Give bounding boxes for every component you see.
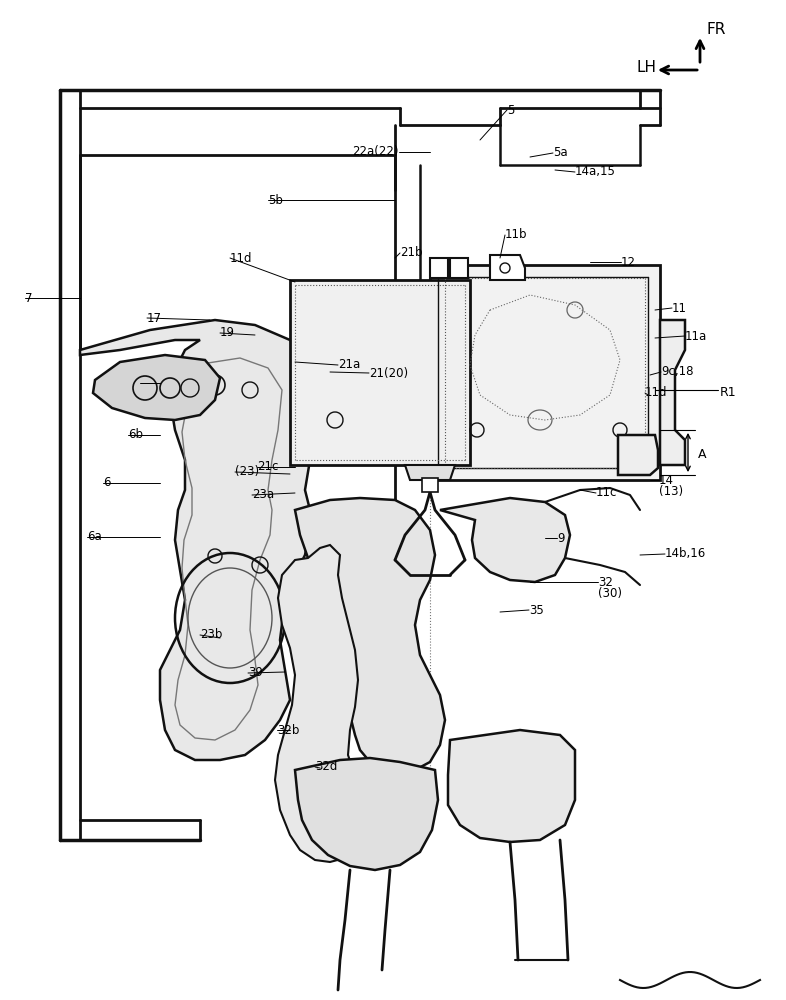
Text: 6a: 6a	[87, 530, 101, 544]
Polygon shape	[93, 355, 220, 420]
Text: R1: R1	[720, 386, 736, 399]
Text: 9: 9	[557, 532, 564, 544]
Text: 11a: 11a	[685, 330, 707, 342]
Polygon shape	[290, 280, 470, 465]
Text: 5a: 5a	[553, 146, 567, 159]
Text: A: A	[698, 448, 707, 462]
Text: 21b: 21b	[400, 246, 423, 259]
Text: 32: 32	[598, 576, 613, 588]
Polygon shape	[660, 320, 685, 465]
Polygon shape	[618, 435, 658, 475]
Text: 21c: 21c	[257, 460, 278, 474]
Polygon shape	[430, 265, 660, 480]
Text: 11d: 11d	[645, 386, 667, 399]
Polygon shape	[80, 320, 320, 760]
Text: 17: 17	[147, 312, 162, 324]
Text: 32d: 32d	[315, 760, 337, 774]
Text: 5: 5	[507, 104, 514, 116]
Text: 11: 11	[672, 302, 687, 314]
Text: 21(20): 21(20)	[369, 366, 408, 379]
Text: 14a,15: 14a,15	[575, 165, 616, 178]
Text: (13): (13)	[659, 486, 683, 498]
Polygon shape	[422, 478, 438, 492]
Text: 14: 14	[659, 474, 674, 487]
Polygon shape	[450, 258, 468, 278]
Text: 23a: 23a	[252, 488, 274, 502]
Text: 11d: 11d	[230, 251, 252, 264]
Text: 7: 7	[25, 292, 32, 304]
Polygon shape	[430, 258, 448, 278]
Text: 21a: 21a	[338, 359, 360, 371]
Text: 35: 35	[529, 603, 544, 616]
Polygon shape	[405, 465, 455, 480]
Text: 8: 8	[140, 376, 148, 389]
Text: 22a(22): 22a(22)	[352, 145, 399, 158]
Polygon shape	[295, 498, 445, 772]
Text: 23b: 23b	[200, 629, 222, 642]
Polygon shape	[440, 498, 570, 582]
Text: 32b: 32b	[277, 724, 299, 736]
Text: 11c: 11c	[596, 487, 617, 499]
Text: 9c,18: 9c,18	[661, 365, 693, 378]
Text: 19: 19	[220, 326, 235, 340]
Text: 12: 12	[621, 255, 636, 268]
Text: (30): (30)	[598, 587, 622, 600]
Text: 39: 39	[248, 666, 263, 680]
Text: 11b: 11b	[505, 229, 527, 241]
Text: 6b: 6b	[128, 428, 143, 442]
Polygon shape	[490, 255, 525, 280]
Text: 14b,16: 14b,16	[665, 548, 707, 560]
Polygon shape	[295, 758, 438, 870]
Text: 5b: 5b	[268, 194, 283, 207]
Text: FR: FR	[706, 22, 725, 37]
Text: LH: LH	[637, 60, 657, 76]
Text: (23): (23)	[235, 466, 259, 479]
Polygon shape	[448, 730, 575, 842]
Polygon shape	[275, 545, 368, 862]
Text: 6: 6	[103, 477, 111, 489]
